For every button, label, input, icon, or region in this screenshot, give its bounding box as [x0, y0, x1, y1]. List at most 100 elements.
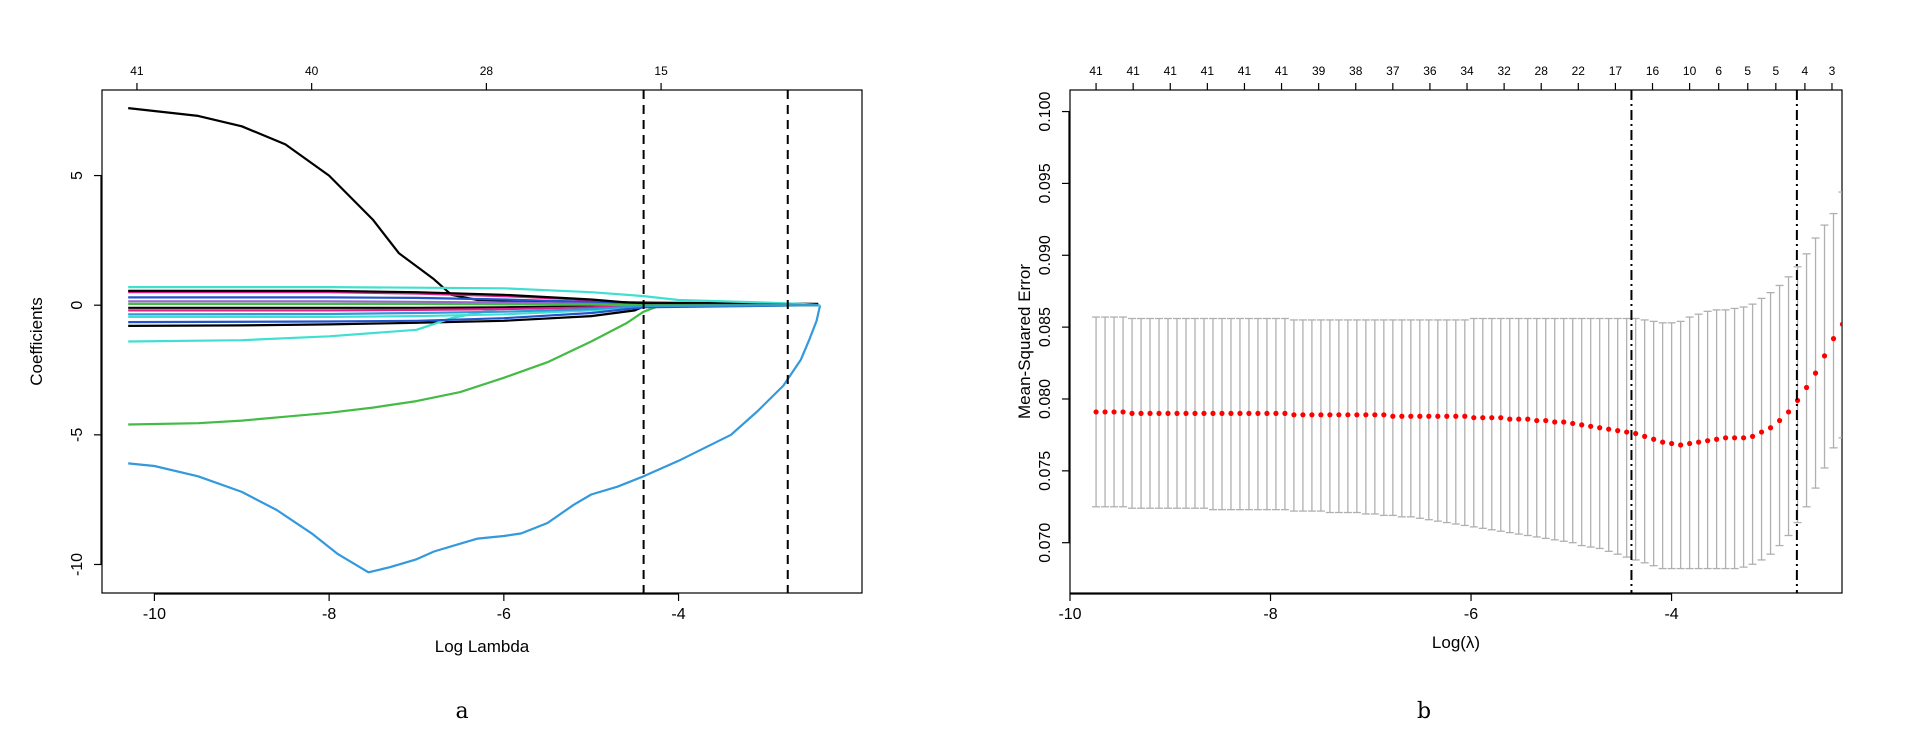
mse-point: [1120, 409, 1126, 415]
x-tick-label: -4: [1664, 606, 1678, 623]
error-bar: [1541, 317, 1550, 540]
mse-point: [1642, 433, 1648, 439]
x-axis-title: Log Lambda: [435, 637, 530, 656]
mse-point: [1318, 412, 1324, 418]
top-tick-label: 40: [305, 64, 319, 78]
mse-point: [1821, 353, 1828, 359]
mse-point: [1228, 410, 1234, 416]
coefficient-path-5: [128, 304, 822, 574]
mse-point: [1390, 413, 1396, 419]
error-bar: [1622, 317, 1631, 558]
mse-point: [1354, 412, 1360, 418]
mse-point: [1309, 412, 1315, 418]
error-bar: [1802, 253, 1811, 508]
error-bar: [1514, 317, 1523, 535]
mse-point: [1111, 409, 1117, 415]
error-bar: [1766, 291, 1775, 555]
error-bar: [1496, 317, 1505, 532]
mse-point: [1740, 435, 1747, 441]
mse-point: [1839, 321, 1842, 327]
error-bar: [1379, 319, 1388, 517]
top-tick-label: 16: [1646, 64, 1660, 78]
mse-point: [1273, 410, 1279, 416]
error-bar: [1848, 172, 1856, 429]
mse-point: [1399, 413, 1405, 419]
mse-point: [1219, 410, 1225, 416]
mse-point: [1678, 442, 1684, 448]
mse-point: [1749, 433, 1756, 439]
mse-point: [1435, 413, 1441, 419]
top-tick-label: 5: [1772, 64, 1779, 78]
top-tick-label: 17: [1609, 64, 1623, 78]
error-bar: [1460, 319, 1469, 527]
error-bar: [1631, 317, 1640, 561]
top-tick-label: 34: [1460, 64, 1474, 78]
x-tick-label: -10: [143, 606, 166, 623]
mse-point: [1327, 412, 1333, 418]
panel-label: a: [455, 699, 468, 724]
error-bar: [1613, 317, 1622, 555]
error-bar: [1487, 317, 1496, 531]
mse-point: [1705, 438, 1711, 444]
error-bar: [1469, 317, 1478, 528]
error-bar: [1595, 317, 1604, 550]
mse-point: [1192, 410, 1198, 416]
y-axis-title: Coefficients: [27, 297, 46, 386]
mse-point: [1516, 416, 1522, 422]
x-tick-label: -8: [322, 606, 336, 623]
mse-point: [1570, 420, 1576, 427]
mse-point: [1767, 425, 1774, 431]
top-tick-label: 28: [480, 64, 494, 78]
mse-point: [1138, 410, 1144, 416]
y-tick-label: 0.085: [1037, 307, 1054, 347]
mse-point: [1696, 439, 1702, 445]
mse-point: [1282, 410, 1288, 416]
top-tick-label: 3: [1829, 64, 1836, 78]
error-bar: [1820, 224, 1829, 469]
mse-point: [1561, 419, 1567, 425]
top-tick-label: 5: [1744, 64, 1751, 78]
top-tick-label: 41: [1201, 64, 1215, 78]
mse-point: [1291, 412, 1297, 418]
error-bar: [1550, 317, 1559, 541]
y-tick-label: 5: [69, 171, 86, 180]
mse-point: [1660, 439, 1666, 445]
error-bar: [1856, 152, 1864, 421]
top-tick-label: 36: [1423, 64, 1437, 78]
top-tick-label: 22: [1572, 64, 1586, 78]
error-bar: [1451, 319, 1460, 525]
mse-point: [1246, 410, 1252, 416]
mse-point: [1408, 413, 1414, 419]
mse-point: [1785, 409, 1792, 415]
mse-point: [1534, 417, 1540, 424]
y-tick-label: 0.090: [1037, 235, 1054, 275]
error-bar: [1586, 317, 1595, 548]
top-tick-label: 37: [1386, 64, 1400, 78]
x-tick-label: -10: [1058, 606, 1081, 623]
mse-point: [1606, 426, 1612, 432]
coefficient-path-1: [128, 107, 819, 305]
mse-point: [1174, 410, 1180, 416]
top-tick-label: 10: [1683, 64, 1697, 78]
y-tick-label: 0: [69, 301, 86, 310]
plot-area: [1092, 119, 1882, 570]
mse-point: [1129, 410, 1135, 416]
error-bar: [1865, 133, 1873, 410]
error-bar: [1415, 319, 1424, 519]
top-tick-label: 41: [130, 64, 144, 78]
error-bar: [1829, 212, 1838, 449]
x-axis-title: Log(λ): [1432, 633, 1480, 652]
top-tick-label: 41: [1238, 64, 1252, 78]
x-tick-label: -4: [671, 606, 685, 623]
error-bar: [1442, 319, 1451, 524]
mse-point: [1417, 413, 1423, 419]
x-tick-label: -6: [1464, 606, 1478, 623]
error-bar: [1658, 322, 1667, 570]
error-bar: [1784, 276, 1793, 537]
error-bar: [1874, 119, 1882, 401]
mse-point: [1776, 417, 1783, 424]
mse-point: [1876, 258, 1881, 263]
y-tick-label: 0.100: [1037, 91, 1054, 131]
mse-point: [1381, 412, 1387, 418]
